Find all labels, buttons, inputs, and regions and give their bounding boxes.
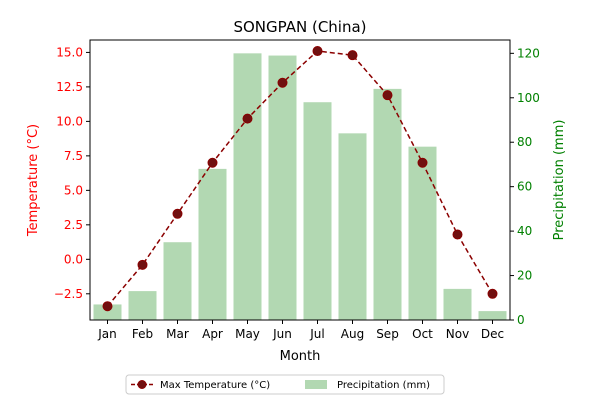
- precip-bar-mar: [163, 242, 192, 320]
- x-axis: Jan Feb Mar Apr May Jun Jul Aug Sep Oct Nov Dec: [97, 320, 504, 341]
- x-axis-label: Month: [280, 349, 321, 364]
- precipitation-bars: [93, 53, 507, 321]
- temperature-line-path: [106, 50, 494, 307]
- precip-bar-oct: [408, 146, 437, 320]
- y-left-tick-label: −2.5: [54, 287, 83, 301]
- y-right-tick-label: 120: [517, 46, 540, 60]
- x-tick-label-jan: Jan: [97, 327, 117, 341]
- y-left-tick-label: 10.0: [56, 114, 83, 128]
- precip-bar-aug: [338, 133, 367, 320]
- y-right-tick-label: 0: [517, 313, 525, 327]
- x-tick-label-mar: Mar: [166, 327, 189, 341]
- temp-point-sep: [382, 90, 393, 101]
- temp-point-jul: [312, 46, 323, 57]
- temp-point-jan: [102, 301, 113, 312]
- x-tick-label-apr: Apr: [202, 327, 223, 341]
- y-right-tick-label: 100: [517, 91, 540, 105]
- legend: Max Temperature (°C) Precipitation (mm): [125, 374, 445, 395]
- temp-point-apr: [207, 157, 218, 168]
- precip-bar-feb: [128, 291, 157, 320]
- precip-bar-nov: [443, 288, 472, 320]
- temp-point-jun: [277, 77, 288, 88]
- precip-bar-jun: [268, 55, 297, 321]
- temp-point-feb: [137, 259, 148, 270]
- precip-bar-sep: [373, 88, 402, 320]
- x-tick-label-feb: Feb: [132, 327, 153, 341]
- x-tick-label-jul: Jul: [309, 327, 324, 341]
- temp-point-dec: [487, 288, 498, 299]
- x-tick-label-sep: Sep: [376, 327, 399, 341]
- temperature-line: [102, 46, 498, 312]
- legend-bar-swatch: [305, 380, 327, 389]
- y-right-tick-label: 40: [517, 224, 532, 238]
- precip-bar-dec: [478, 311, 507, 320]
- y-left-tick-label: 15.0: [56, 45, 83, 59]
- y-axis-left-label: Temperature (°C): [26, 124, 41, 237]
- temp-point-may: [242, 113, 253, 124]
- y-left-tick-label: 2.5: [64, 218, 83, 232]
- temp-point-aug: [347, 50, 358, 61]
- x-tick-label-dec: Dec: [481, 327, 504, 341]
- temp-point-nov: [452, 229, 463, 240]
- precip-bar-may: [233, 53, 262, 320]
- y-axis-left: −2.5 0.0 2.5 5.0 7.5 10.0 12.5 15.0: [54, 45, 90, 301]
- legend-box: [125, 374, 445, 395]
- x-tick-label-may: May: [235, 327, 260, 341]
- y-axis-right-label: Precipitation (mm): [552, 120, 567, 241]
- x-tick-label-aug: Aug: [341, 327, 364, 341]
- precip-bar-apr: [198, 168, 227, 320]
- x-tick-label-oct: Oct: [412, 327, 433, 341]
- legend-marker-swatch: [137, 380, 147, 389]
- y-left-tick-label: 5.0: [64, 183, 83, 197]
- y-left-tick-label: 7.5: [64, 149, 83, 163]
- temp-point-mar: [172, 208, 183, 219]
- y-left-tick-label: 0.0: [64, 252, 83, 266]
- x-tick-label-nov: Nov: [446, 327, 469, 341]
- y-right-tick-label: 20: [517, 269, 532, 283]
- y-right-tick-label: 60: [517, 180, 532, 194]
- legend-label-precipitation: Precipitation (mm): [337, 380, 430, 391]
- y-left-tick-label: 12.5: [56, 80, 83, 94]
- y-axis-right: 0 20 40 60 80 100 120: [510, 46, 540, 327]
- precip-bar-jul: [303, 102, 332, 320]
- precip-bar-jan: [93, 304, 122, 320]
- plot-frame: [89, 39, 511, 321]
- chart-title: SONGPAN (China): [233, 18, 366, 36]
- legend-label-temperature: Max Temperature (°C): [160, 380, 270, 391]
- x-tick-label-jun: Jun: [272, 327, 292, 341]
- temp-point-oct: [417, 157, 428, 168]
- y-right-tick-label: 80: [517, 135, 532, 149]
